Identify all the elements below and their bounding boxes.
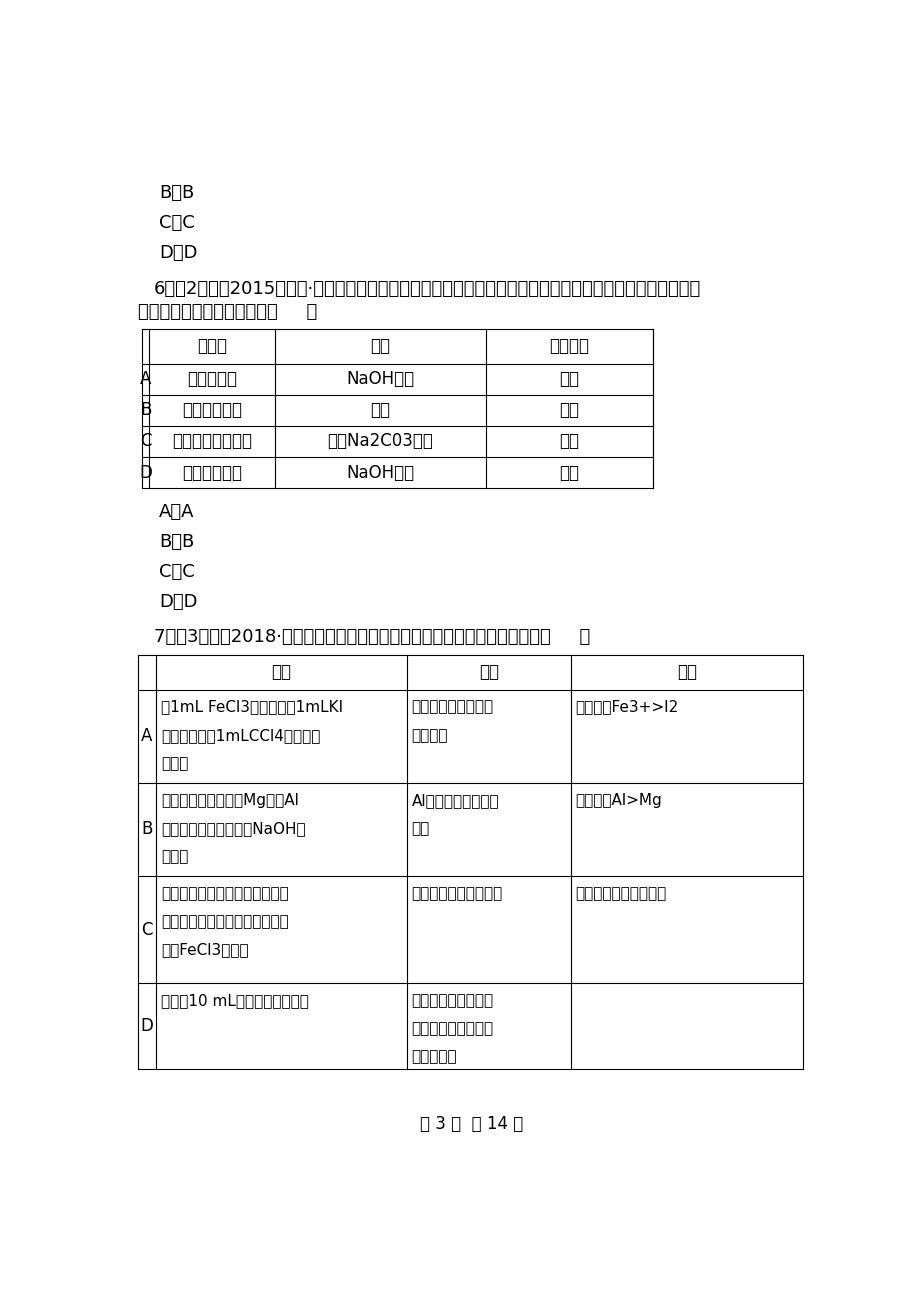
Text: B: B bbox=[140, 401, 152, 419]
Text: 金属性：Al>Mg: 金属性：Al>Mg bbox=[575, 793, 662, 807]
Text: 混合物: 混合物 bbox=[197, 337, 227, 355]
Text: 溶液分层，上层溶液: 溶液分层，上层溶液 bbox=[411, 699, 494, 715]
Text: D．D: D．D bbox=[159, 245, 198, 263]
Text: 分液: 分液 bbox=[559, 464, 579, 482]
Text: C．C: C．C bbox=[159, 215, 195, 233]
Text: D: D bbox=[139, 464, 152, 482]
Text: 快。: 快。 bbox=[411, 822, 429, 836]
Text: 溴水: 溴水 bbox=[370, 401, 391, 419]
Text: 乙酸乙酯（乙酸）: 乙酸乙酯（乙酸） bbox=[172, 432, 252, 450]
Text: 分液: 分液 bbox=[559, 370, 579, 388]
Text: A: A bbox=[141, 728, 153, 745]
Text: 第 3 页  共 14 页: 第 3 页 共 14 页 bbox=[419, 1115, 523, 1133]
Text: 洗气: 洗气 bbox=[559, 401, 579, 419]
Text: C: C bbox=[141, 921, 153, 939]
Text: 溶液，再加入1mLCCl4，振荡后: 溶液，再加入1mLCCl4，振荡后 bbox=[161, 728, 321, 742]
Text: B．B: B．B bbox=[159, 534, 194, 551]
Text: Al条产生气泡的速度: Al条产生气泡的速度 bbox=[411, 793, 499, 807]
Text: D．D: D．D bbox=[159, 594, 198, 612]
Text: 乙烷（乙烯）: 乙烷（乙烯） bbox=[182, 401, 242, 419]
Text: B．B: B．B bbox=[159, 185, 194, 202]
Text: D: D bbox=[140, 1017, 153, 1035]
Text: 将两块表面积相等的Mg条和Al: 将两块表面积相等的Mg条和Al bbox=[161, 793, 299, 807]
Text: 向1mL FeCl3溶液中滴加1mLKI: 向1mL FeCl3溶液中滴加1mLKI bbox=[161, 699, 343, 715]
Text: 分液: 分液 bbox=[559, 432, 579, 450]
Text: C．C: C．C bbox=[159, 564, 195, 581]
Text: 条放入同浓度同体积的NaOH溶: 条放入同浓度同体积的NaOH溶 bbox=[161, 822, 306, 836]
Text: 向盛有10 mL溴水的分液漏斗中: 向盛有10 mL溴水的分液漏斗中 bbox=[161, 993, 309, 1008]
Text: 6．（2分）（2015高二下·大丰期中）除去下列物质中所含的少量杂质（括号内为杂质），所选用的试剂和分: 6．（2分）（2015高二下·大丰期中）除去下列物质中所含的少量杂质（括号内为杂… bbox=[154, 280, 700, 298]
Text: NaOH溶液: NaOH溶液 bbox=[346, 464, 414, 482]
Text: A．A: A．A bbox=[159, 503, 195, 521]
Text: 加热至沸腾时，向其中逐滴滴加: 加热至沸腾时，向其中逐滴滴加 bbox=[161, 914, 289, 930]
Text: 制得了氢氧化铁胶体。: 制得了氢氧化铁胶体。 bbox=[575, 887, 666, 901]
Text: 溶液分为两层，上层: 溶液分为两层，上层 bbox=[411, 993, 494, 1008]
Text: 静置。: 静置。 bbox=[161, 755, 188, 771]
Text: B: B bbox=[141, 820, 153, 838]
Text: 得到红褐色透明液体。: 得到红褐色透明液体。 bbox=[411, 887, 503, 901]
Text: C: C bbox=[140, 432, 152, 450]
Text: 液中。: 液中。 bbox=[161, 849, 188, 865]
Text: 溴在苯中的溶解能力: 溴在苯中的溶解能力 bbox=[411, 1022, 494, 1036]
Text: 试剂: 试剂 bbox=[370, 337, 391, 355]
Text: NaOH溶液: NaOH溶液 bbox=[346, 370, 414, 388]
Text: 饱和Na2C03溶液: 饱和Na2C03溶液 bbox=[327, 432, 433, 450]
Text: 实验: 实验 bbox=[271, 663, 291, 681]
Text: 7．（3分）（2018·甘肃模拟）下列实验、实验现象和相应结论都正确的是（     ）: 7．（3分）（2018·甘肃模拟）下列实验、实验现象和相应结论都正确的是（ ） bbox=[154, 629, 590, 647]
Text: 现象: 现象 bbox=[479, 663, 499, 681]
Text: 大于水中。: 大于水中。 bbox=[411, 1049, 457, 1065]
Text: 饱和FeCl3溶液。: 饱和FeCl3溶液。 bbox=[161, 943, 249, 957]
Text: 向烧杯中加入一定体积蒸馏水，: 向烧杯中加入一定体积蒸馏水， bbox=[161, 887, 289, 901]
Text: 离方法不能达到实验目的是（     ）: 离方法不能达到实验目的是（ ） bbox=[138, 302, 317, 320]
Text: 分离方法: 分离方法 bbox=[549, 337, 589, 355]
Text: 氧化性：Fe3+>I2: 氧化性：Fe3+>I2 bbox=[575, 699, 678, 715]
Text: 结论: 结论 bbox=[676, 663, 697, 681]
Text: 苯（乙酸）: 苯（乙酸） bbox=[187, 370, 237, 388]
Text: 显紫色。: 显紫色。 bbox=[411, 728, 448, 742]
Text: A: A bbox=[140, 370, 152, 388]
Text: 乙醇（乙酸）: 乙醇（乙酸） bbox=[182, 464, 242, 482]
